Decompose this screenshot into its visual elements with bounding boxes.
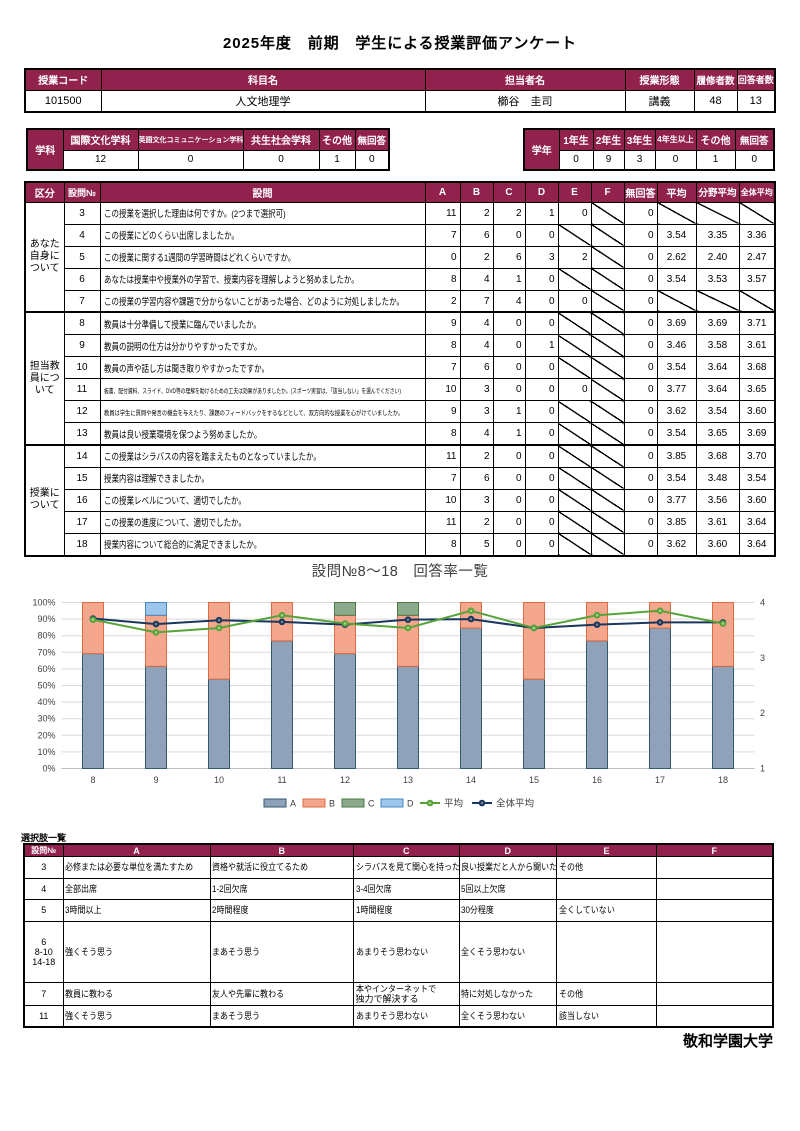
svg-text:1: 1 — [760, 764, 765, 774]
svg-text:60%: 60% — [37, 664, 55, 674]
svg-text:全体平均: 全体平均 — [496, 798, 534, 810]
svg-text:3: 3 — [760, 653, 765, 663]
svg-text:D: D — [407, 799, 414, 809]
svg-text:80%: 80% — [37, 631, 55, 641]
svg-text:B: B — [329, 799, 335, 809]
svg-text:10%: 10% — [37, 747, 55, 757]
svg-text:0%: 0% — [42, 764, 55, 774]
svg-text:設問№8～18 回答率一覧: 設問№8～18 回答率一覧 — [312, 563, 489, 580]
svg-text:9: 9 — [153, 775, 158, 785]
svg-text:8: 8 — [90, 775, 95, 785]
svg-text:18: 18 — [718, 775, 728, 785]
svg-text:14: 14 — [466, 775, 476, 785]
svg-text:100%: 100% — [32, 598, 55, 608]
svg-text:15: 15 — [529, 775, 539, 785]
svg-text:70%: 70% — [37, 647, 55, 657]
svg-text:4: 4 — [760, 598, 765, 608]
svg-text:2: 2 — [760, 708, 765, 718]
svg-text:17: 17 — [655, 775, 665, 785]
svg-text:12: 12 — [340, 775, 350, 785]
svg-text:16: 16 — [592, 775, 602, 785]
svg-text:13: 13 — [403, 775, 413, 785]
svg-text:11: 11 — [277, 775, 286, 785]
svg-text:10: 10 — [214, 775, 224, 785]
svg-text:30%: 30% — [37, 714, 55, 724]
svg-text:A: A — [290, 799, 296, 809]
svg-text:平均: 平均 — [444, 798, 463, 810]
svg-text:20%: 20% — [37, 730, 55, 740]
svg-text:90%: 90% — [37, 614, 55, 624]
svg-text:C: C — [368, 799, 375, 809]
svg-text:50%: 50% — [37, 681, 55, 691]
svg-text:40%: 40% — [37, 697, 55, 707]
